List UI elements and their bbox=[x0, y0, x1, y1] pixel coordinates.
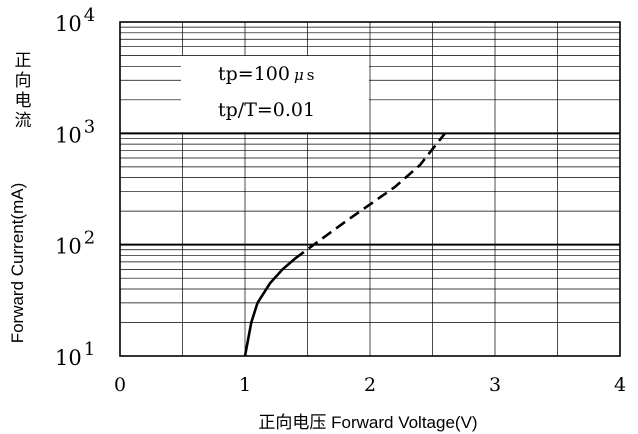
y-axis-label: 正向电流 Forward Current(mA) bbox=[8, 51, 32, 343]
annotation-box bbox=[181, 56, 369, 132]
y-axis-label-english: Forward Current(mA) bbox=[8, 183, 27, 344]
annotation-seconds: s bbox=[307, 66, 315, 84]
dashed-curve bbox=[294, 132, 447, 260]
solid-curve bbox=[243, 257, 296, 357]
y-tick-label: 10 3 bbox=[55, 116, 95, 147]
annotation-tp: tp=100 μ s bbox=[218, 63, 314, 85]
minor-gridlines bbox=[120, 22, 620, 356]
x-tick-label: 1 bbox=[239, 374, 251, 396]
annotation-mu: μ bbox=[294, 66, 304, 84]
major-gridlines bbox=[120, 132, 620, 246]
y-tick-label: 10 2 bbox=[55, 228, 95, 259]
y-tick-label: 10 1 bbox=[55, 339, 95, 370]
y-axis-label-cjk: 正向电流 bbox=[15, 51, 32, 130]
x-tick-label: 3 bbox=[489, 374, 501, 396]
x-tick-label: 0 bbox=[114, 374, 126, 396]
x-axis-label: 正向电压 Forward Voltage(V) bbox=[258, 413, 477, 432]
x-tick-labels: 0 1 2 3 4 bbox=[114, 374, 626, 396]
annotation-duty-cycle: tp/T=0.01 bbox=[218, 99, 315, 121]
y-tick-label: 10 4 bbox=[55, 5, 95, 36]
x-tick-label: 4 bbox=[614, 374, 626, 396]
annotation-tp-value: tp=100 bbox=[218, 63, 290, 85]
plot-frame bbox=[119, 21, 621, 357]
x-tick-label: 2 bbox=[364, 374, 376, 396]
